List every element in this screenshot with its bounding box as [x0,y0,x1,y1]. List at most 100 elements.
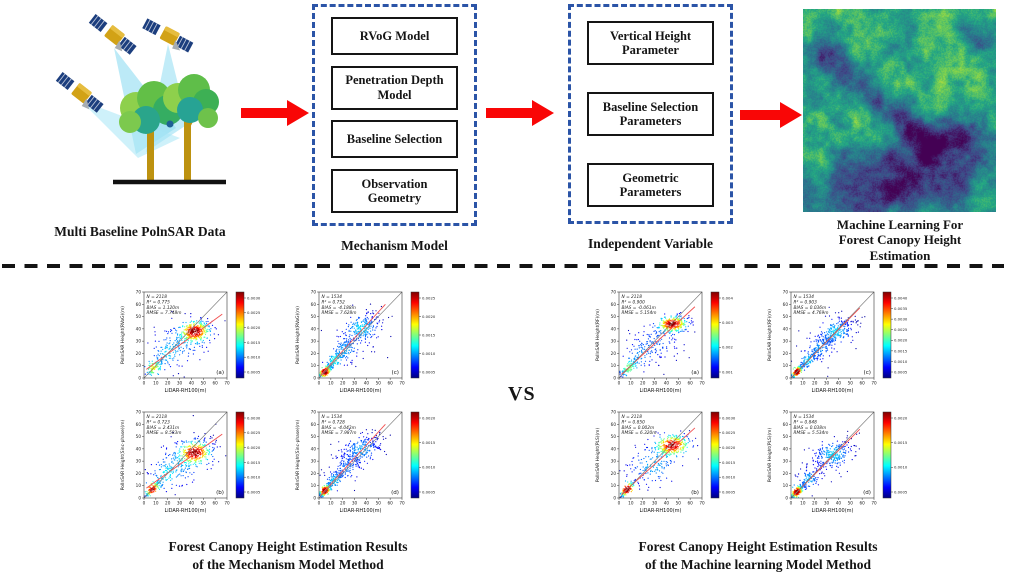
svg-text:30: 30 [136,339,142,344]
flow-arrow-1-icon [241,99,309,132]
svg-text:40: 40 [189,381,195,386]
svg-text:30: 30 [611,459,617,464]
svg-text:20: 20 [340,501,346,506]
svg-text:40: 40 [664,501,670,506]
svg-text:50: 50 [676,501,682,506]
box-label: Baseline Selection [346,132,443,147]
svg-text:50: 50 [136,314,142,319]
svg-text:LiDAR-RH100(m): LiDAR-RH100(m) [812,388,854,394]
svg-text:10: 10 [328,501,334,506]
svg-text:50: 50 [201,381,207,386]
svg-text:60: 60 [136,422,142,427]
svg-text:RMSE = 7.987m: RMSE = 7.987m [322,430,357,436]
svg-text:30: 30 [352,501,358,506]
svg-text:(c): (c) [864,370,871,376]
output-label: Machine Learning For Forest Canopy Heigh… [800,217,1000,263]
svg-text:LiDAR-RH100(m): LiDAR-RH100(m) [640,388,682,394]
svg-text:0.0020: 0.0020 [422,415,436,420]
svg-text:20: 20 [311,471,317,476]
svg-text:70: 70 [699,381,705,386]
svg-text:20: 20 [165,381,171,386]
ml-results-caption: Forest Canopy Height Estimation Results … [548,538,968,573]
svg-text:70: 70 [224,381,230,386]
svg-text:0.0010: 0.0010 [247,355,261,360]
svg-text:70: 70 [783,290,789,295]
svg-text:0.0020: 0.0020 [247,445,261,450]
svg-text:30: 30 [824,381,830,386]
svg-text:20: 20 [611,471,617,476]
svg-text:50: 50 [136,434,142,439]
mechanism-model-box: RVoG Model Penetration Depth Model Basel… [312,4,477,226]
svg-text:0.0015: 0.0015 [247,340,261,345]
svg-text:N = 1534: N = 1534 [794,294,815,300]
svg-text:10: 10 [136,483,142,488]
svg-text:0: 0 [318,381,321,386]
svg-text:R² = 0.752: R² = 0.752 [322,299,346,305]
svg-text:30: 30 [611,339,617,344]
svg-text:30: 30 [311,459,317,464]
svg-text:N = 1534: N = 1534 [322,414,343,420]
svg-text:LiDAR-RH100(m): LiDAR-RH100(m) [340,388,382,394]
svg-text:LiDAR-RH100(m): LiDAR-RH100(m) [165,508,207,514]
svg-text:0.0025: 0.0025 [247,310,261,315]
svg-text:70: 70 [699,501,705,506]
mechanism-results-caption: Forest Canopy Height Estimation Results … [78,538,498,573]
svg-text:60: 60 [311,302,317,307]
svg-text:0: 0 [138,496,141,501]
svg-text:60: 60 [311,422,317,427]
svg-text:N = 2118: N = 2118 [622,294,643,300]
svg-text:40: 40 [664,381,670,386]
svg-text:0: 0 [143,381,146,386]
svg-text:60: 60 [136,302,142,307]
svg-text:(b): (b) [216,490,224,496]
svg-text:20: 20 [165,501,171,506]
svg-text:40: 40 [136,326,142,331]
svg-text:40: 40 [136,446,142,451]
svg-text:20: 20 [136,351,142,356]
svg-text:0.0020: 0.0020 [894,338,908,343]
svg-text:10: 10 [136,363,142,368]
svg-text:40: 40 [783,326,789,331]
svg-text:70: 70 [399,501,405,506]
svg-text:20: 20 [340,381,346,386]
svg-text:(a): (a) [216,370,224,376]
svg-text:0.0005: 0.0005 [422,489,436,494]
svg-text:70: 70 [311,410,317,415]
box-label: Baseline Selection Parameters [602,99,699,128]
svg-text:0.0030: 0.0030 [247,415,261,420]
svg-text:10: 10 [328,381,334,386]
svg-text:0.0015: 0.0015 [422,440,436,445]
scatter-point-icon [166,120,174,128]
svg-text:R² = 0.903: R² = 0.903 [794,299,818,305]
svg-text:0: 0 [613,376,616,381]
svg-text:0: 0 [138,376,141,381]
svg-text:0.0015: 0.0015 [422,332,436,337]
svg-text:50: 50 [611,314,617,319]
svg-text:R² = 0.900: R² = 0.900 [622,299,646,305]
svg-text:BIAS = -4.043m: BIAS = -4.043m [322,425,356,431]
svg-text:N = 2118: N = 2118 [147,414,168,420]
svg-text:RMSE = 8.583m: RMSE = 8.583m [147,430,182,436]
box-label: Penetration Depth Model [345,73,444,102]
svg-text:0.0030: 0.0030 [894,317,908,322]
svg-text:70: 70 [611,410,617,415]
svg-text:20: 20 [812,381,818,386]
svg-text:0: 0 [318,501,321,506]
svg-text:10: 10 [153,381,159,386]
svg-text:60: 60 [687,381,693,386]
svg-text:50: 50 [848,381,854,386]
svg-text:0.004: 0.004 [722,295,733,300]
canopy-height-map [803,9,996,212]
svg-text:50: 50 [783,314,789,319]
svg-text:30: 30 [652,501,658,506]
scatter-plot-ml-b: 0 0 10 10 20 20 30 30 40 40 50 50 60 60 70 70 LiDAR-RH10… [592,405,768,527]
svg-text:30: 30 [177,381,183,386]
caption-line: Forest Canopy Height Estimation Results [638,539,878,554]
flow-arrow-2-icon [486,99,554,132]
svg-text:0: 0 [618,501,621,506]
svg-text:40: 40 [836,381,842,386]
svg-text:30: 30 [783,339,789,344]
svg-text:0.0010: 0.0010 [422,465,436,470]
svg-text:0.0020: 0.0020 [422,314,436,319]
satellite-icon [55,14,194,113]
